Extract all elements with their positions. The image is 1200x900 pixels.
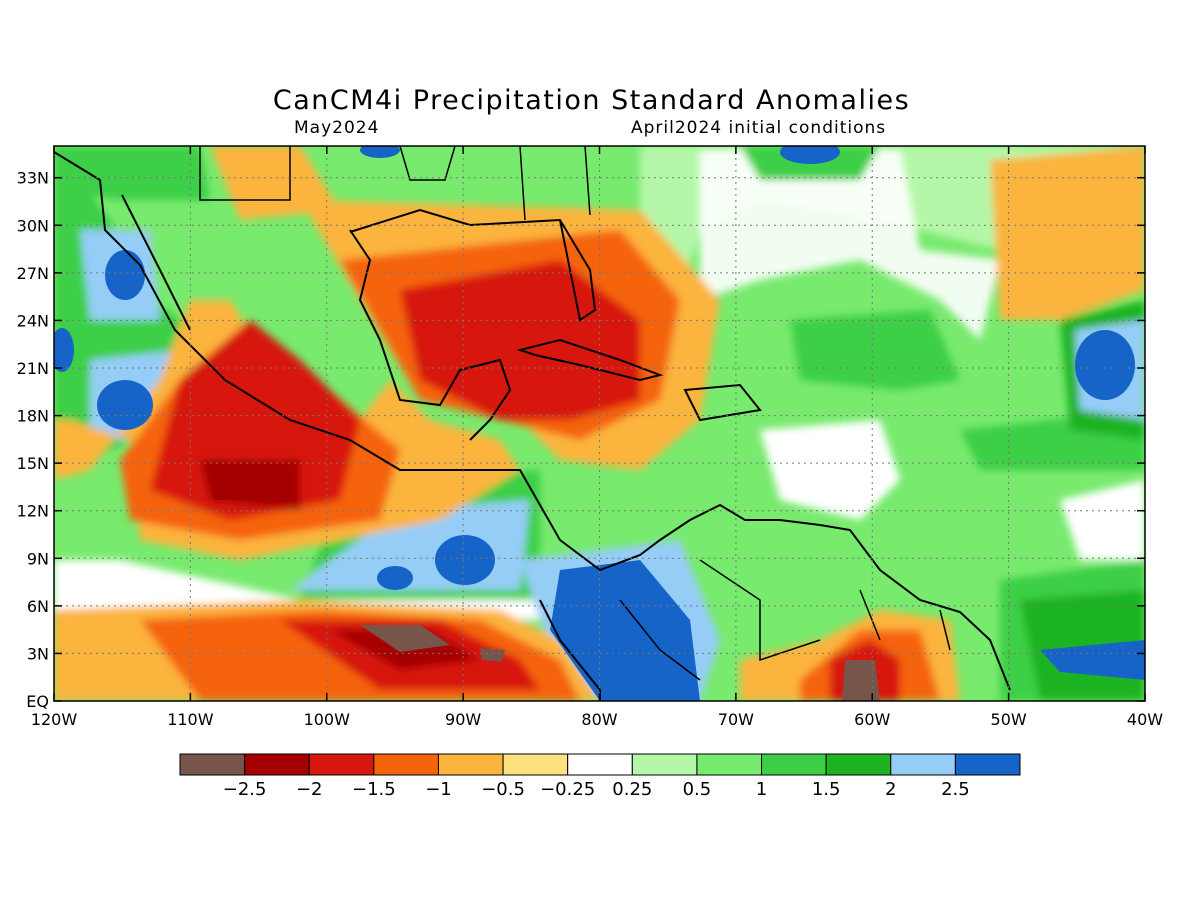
colorbar-swatch bbox=[373, 753, 439, 776]
colorbar-swatch bbox=[567, 753, 633, 776]
lon-label: 120W bbox=[31, 710, 78, 729]
lat-label: 12N bbox=[17, 502, 49, 521]
lat-label: 24N bbox=[17, 311, 49, 330]
initial-conditions: April2024 initial conditions bbox=[631, 118, 887, 138]
colorbar-swatch bbox=[631, 753, 698, 776]
colorbar-label: −2.5 bbox=[223, 779, 267, 800]
lon-label: 100W bbox=[304, 710, 351, 729]
graticule bbox=[54, 146, 1145, 701]
colorbar-swatch bbox=[954, 753, 1021, 776]
lon-label: 60W bbox=[854, 710, 890, 729]
latitude-labels: 33N 30N 27N 24N 21N 18N 15N 12N 9N 6N 3N EQ bbox=[17, 169, 49, 711]
longitude-labels: 120W 110W 100W 90W 80W 70W 60W 50W 40W bbox=[31, 710, 1163, 729]
colorbar-label: −1 bbox=[425, 779, 452, 800]
colorbar-label: −0.25 bbox=[540, 779, 595, 800]
lon-label: 50W bbox=[991, 710, 1027, 729]
lat-label: 3N bbox=[27, 644, 49, 663]
colorbar-swatch bbox=[308, 753, 375, 776]
colorbar: −2.5 −2 −1.5 −1 −0.5 −0.25 0.25 0.5 1 1.5 2 2.5 bbox=[179, 753, 1021, 800]
colorbar-label: 2.5 bbox=[941, 779, 970, 800]
forecast-month: May2024 bbox=[294, 118, 380, 138]
colorbar-swatch bbox=[502, 753, 569, 776]
colorbar-swatch bbox=[825, 753, 892, 776]
anomaly-field bbox=[54, 146, 1145, 701]
colorbar-label: −0.5 bbox=[481, 779, 525, 800]
lat-label: 27N bbox=[17, 264, 49, 283]
lon-label: 80W bbox=[581, 710, 617, 729]
lat-label: 6N bbox=[27, 597, 49, 616]
borders bbox=[199, 146, 951, 681]
lat-label: 18N bbox=[17, 407, 49, 426]
colorbar-label: −1.5 bbox=[352, 779, 396, 800]
lon-label: 70W bbox=[718, 710, 754, 729]
axis-ticks bbox=[53, 146, 1146, 702]
lat-label: 30N bbox=[17, 216, 49, 235]
colorbar-swatch bbox=[437, 753, 504, 776]
colorbar-swatch bbox=[179, 753, 246, 776]
lat-label: 21N bbox=[17, 359, 49, 378]
lon-label: 40W bbox=[1127, 710, 1163, 729]
lon-label: 110W bbox=[167, 710, 214, 729]
chart-title: CanCM4i Precipitation Standard Anomalies bbox=[272, 85, 911, 116]
lon-label: 90W bbox=[445, 710, 481, 729]
colorbar-swatch bbox=[890, 753, 956, 776]
lat-label: EQ bbox=[26, 692, 49, 711]
lat-label: 15N bbox=[17, 454, 49, 473]
colorbar-label: 1.5 bbox=[812, 779, 841, 800]
colorbar-swatch bbox=[696, 753, 763, 776]
colorbar-label: 1 bbox=[756, 779, 767, 800]
colorbar-label: 2 bbox=[885, 779, 896, 800]
colorbar-swatch bbox=[761, 753, 827, 776]
coastlines bbox=[54, 151, 1011, 701]
colorbar-label: 0.5 bbox=[683, 779, 712, 800]
colorbar-label: −2 bbox=[296, 779, 323, 800]
lat-label: 33N bbox=[17, 169, 49, 188]
lat-label: 9N bbox=[27, 549, 49, 568]
colorbar-label: 0.25 bbox=[612, 779, 652, 800]
colorbar-swatch bbox=[244, 753, 310, 776]
